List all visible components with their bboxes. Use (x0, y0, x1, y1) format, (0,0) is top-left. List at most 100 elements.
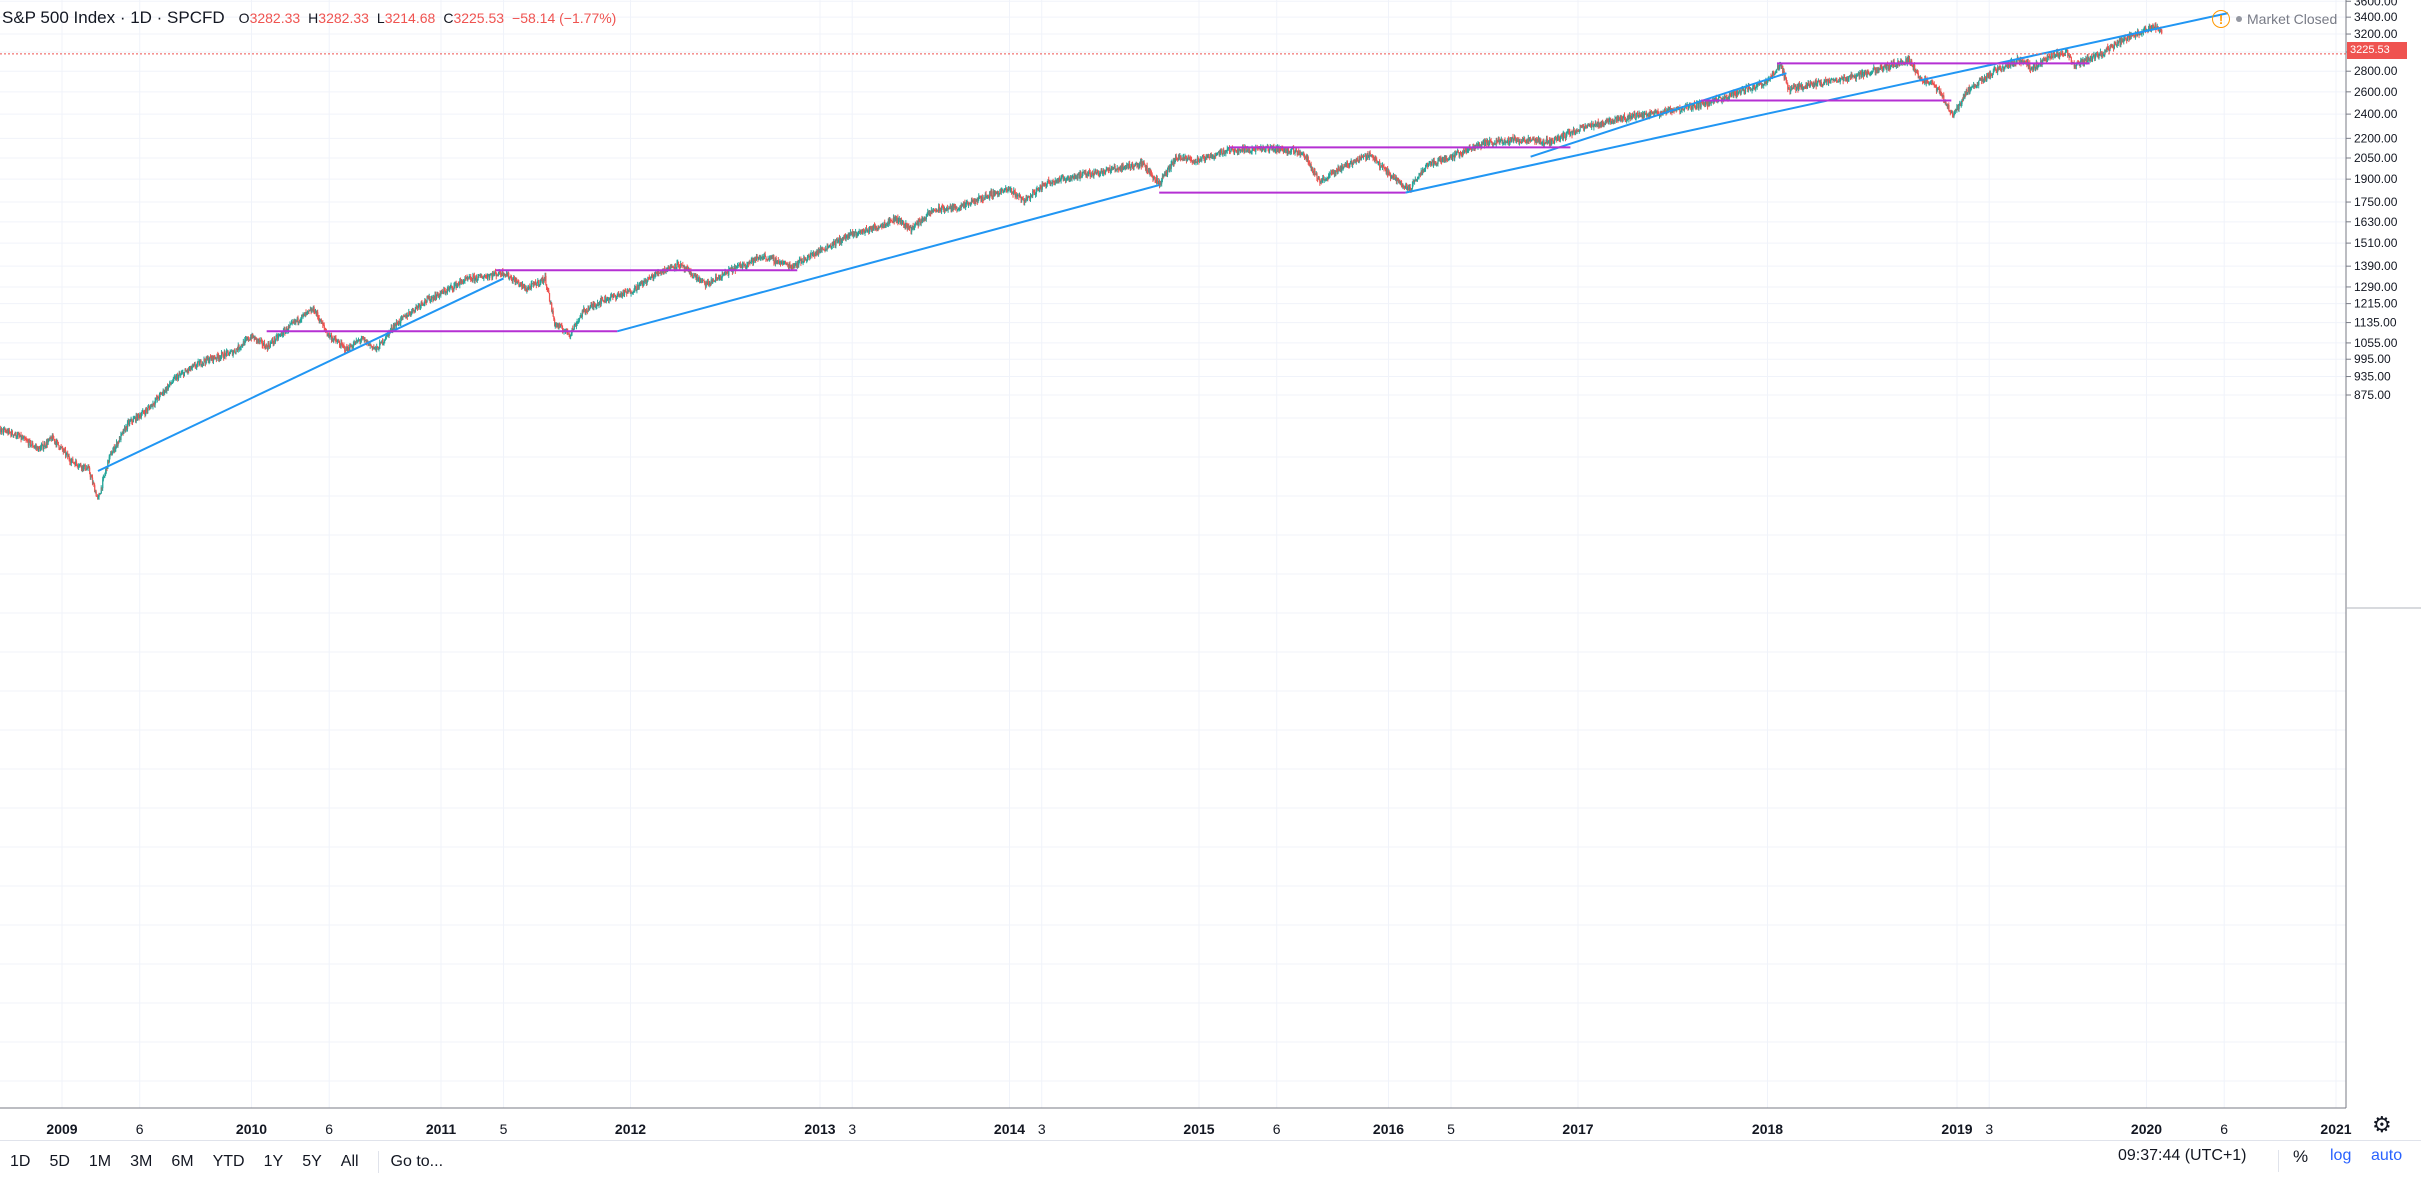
candle (376, 343, 378, 353)
candle (694, 272, 696, 278)
candle-body (245, 339, 247, 341)
candle (113, 444, 116, 454)
candle-body (3, 428, 5, 430)
candle (585, 309, 587, 316)
candle-body (210, 356, 212, 358)
candle (403, 315, 406, 318)
candle (449, 284, 452, 289)
candle (448, 286, 450, 291)
candle (122, 429, 124, 436)
candle (551, 302, 553, 313)
candle (328, 332, 331, 339)
candle (183, 372, 185, 379)
candle-body (561, 325, 563, 329)
candle-body (562, 328, 564, 331)
candle (157, 394, 159, 399)
candle (409, 311, 411, 317)
candle-body (477, 275, 479, 280)
candle (252, 333, 254, 339)
candle-body (633, 291, 635, 293)
candle-body (540, 279, 543, 281)
candle (59, 447, 61, 451)
candle-body (925, 216, 927, 220)
candle-body (90, 476, 92, 478)
candle (236, 348, 238, 350)
candle-body (503, 273, 505, 276)
candle-body (609, 298, 611, 300)
candle-body (46, 441, 48, 445)
candle-body (508, 277, 511, 279)
candle (584, 308, 586, 315)
candle-body (79, 464, 81, 466)
candle-body (20, 434, 22, 440)
candle-body (460, 280, 462, 282)
candle-body (101, 487, 103, 489)
candle-body (573, 324, 575, 330)
candle-body (524, 286, 526, 288)
candle-body (463, 281, 465, 283)
candle-body (196, 364, 198, 368)
candle (101, 487, 103, 491)
candle-body (117, 441, 119, 446)
candle-body (591, 304, 594, 307)
candle (16, 431, 19, 439)
candle-body (411, 308, 414, 311)
candle (467, 276, 469, 282)
candle (629, 287, 631, 291)
candle-body (132, 418, 134, 423)
candle (362, 336, 364, 341)
candle-body (644, 279, 646, 282)
candle-body (462, 281, 464, 284)
candle-body (413, 310, 415, 312)
candle (505, 273, 507, 278)
candle-body (465, 276, 468, 279)
candle (621, 291, 623, 298)
candle (117, 441, 119, 448)
candle (544, 272, 546, 281)
candle (30, 440, 32, 448)
candle-body (336, 341, 339, 343)
candle-body (123, 428, 125, 434)
candle-body (626, 292, 628, 294)
candle-body (110, 452, 112, 454)
candle-body (8, 429, 10, 434)
candle (30, 444, 32, 448)
candle-body (1011, 188, 1013, 193)
candle-body (273, 338, 275, 344)
candle (578, 317, 581, 323)
candle-body (417, 305, 419, 308)
candle (227, 350, 229, 357)
candle-body (118, 437, 121, 443)
candle (653, 272, 656, 277)
candle (639, 281, 641, 287)
candle (596, 303, 598, 310)
candle-body (551, 303, 553, 312)
candle-body (481, 275, 483, 278)
candle (481, 274, 483, 279)
candle (634, 284, 636, 293)
candle-body (81, 466, 83, 469)
candle (150, 404, 152, 409)
candle (24, 436, 27, 440)
candle (682, 261, 684, 269)
candle-body (16, 434, 19, 438)
candle (142, 410, 145, 414)
candle (289, 321, 291, 329)
candle (480, 273, 482, 278)
candle-body (259, 340, 261, 342)
candle-body (207, 357, 209, 360)
candle-body (314, 311, 317, 314)
candle (695, 273, 697, 281)
candle-body (22, 437, 24, 439)
candle (119, 436, 121, 441)
candle-body (424, 299, 426, 304)
candle (1, 428, 3, 430)
candle-body (148, 407, 151, 409)
candle-body (44, 443, 46, 447)
candle (37, 446, 39, 452)
candle-body (70, 460, 73, 464)
candle-body (357, 340, 359, 343)
candle-body (568, 333, 570, 335)
candle-body (319, 321, 321, 323)
